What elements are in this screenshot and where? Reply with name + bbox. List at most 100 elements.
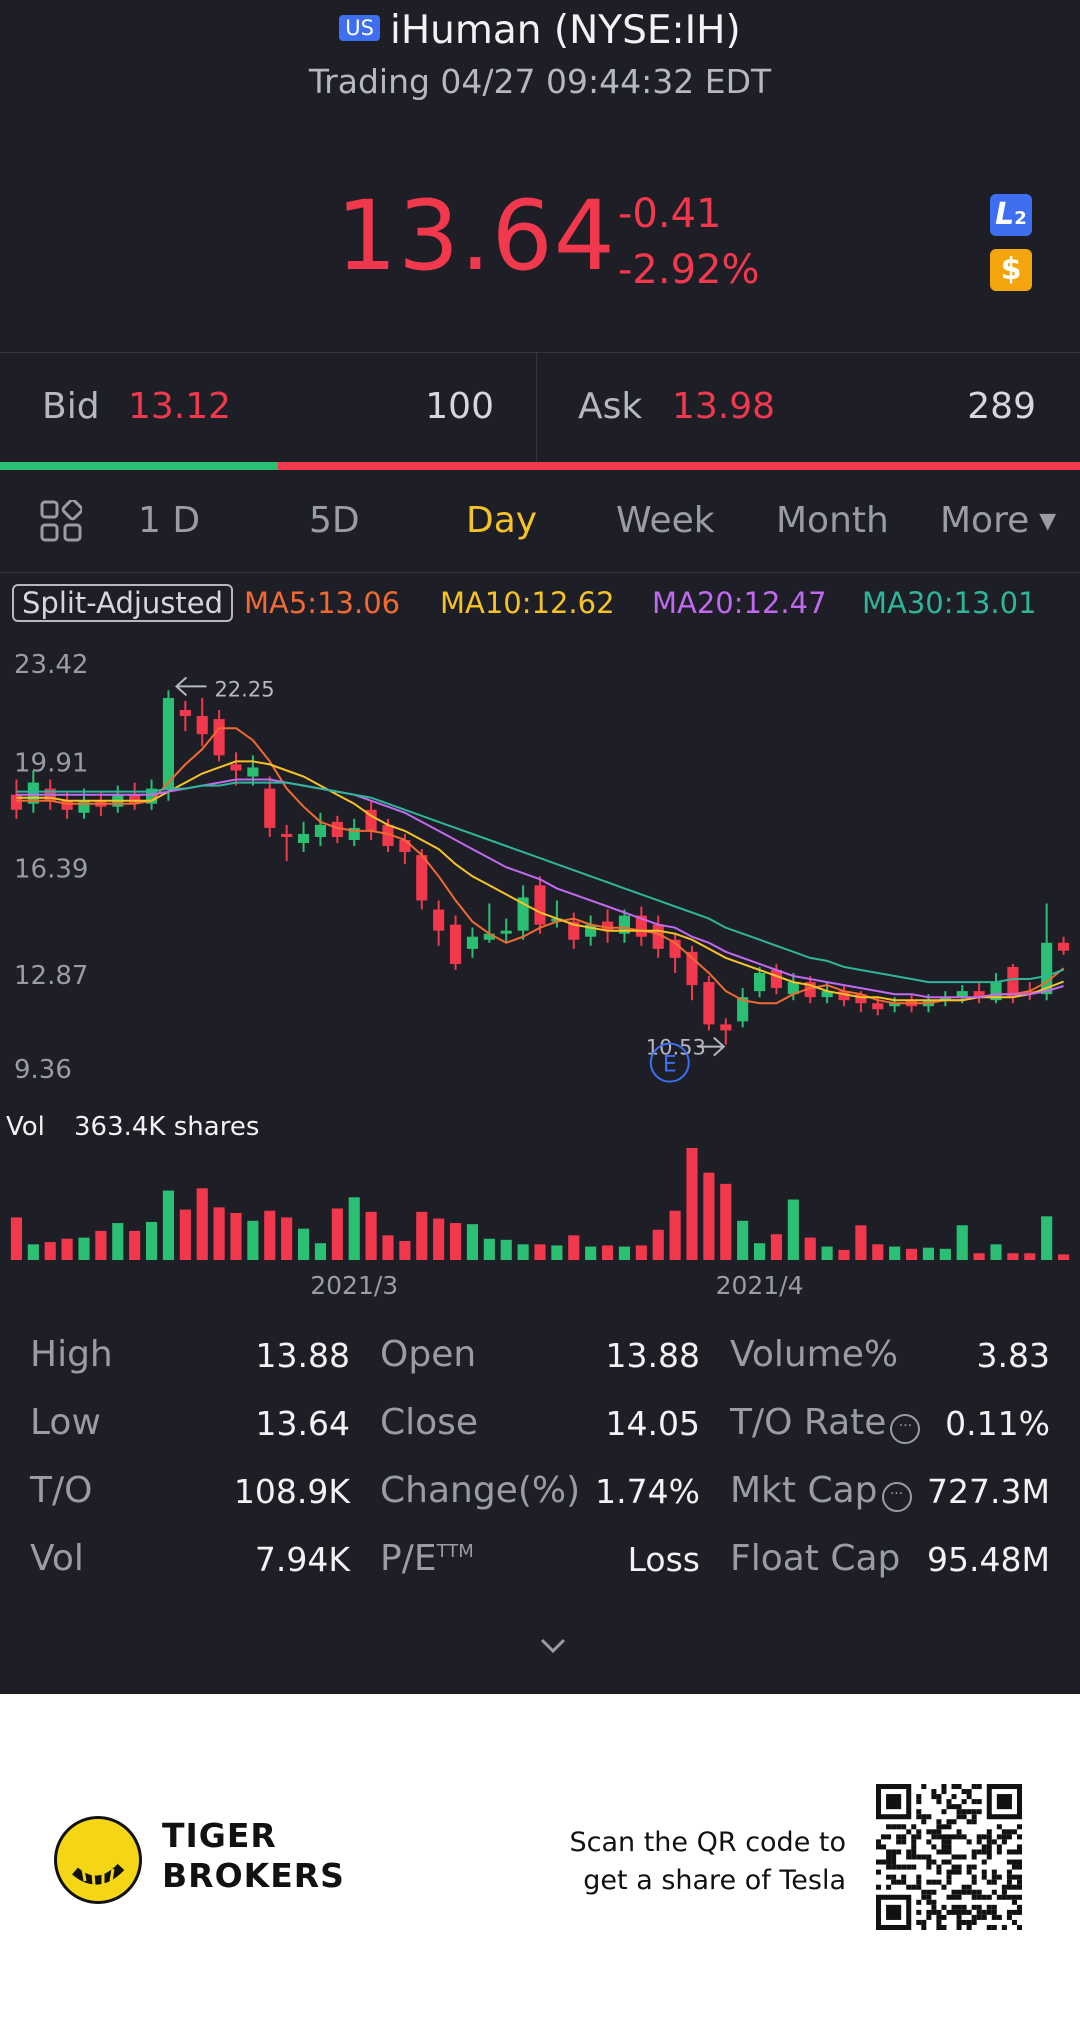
- layout-grid-icon[interactable]: [40, 500, 82, 542]
- tab-month[interactable]: Month: [776, 500, 889, 541]
- candle-body: [601, 921, 614, 931]
- low-marker-label: 10.53: [646, 1036, 706, 1060]
- period-tabs: 1 D 5D Day Week Month More ▼: [0, 470, 1080, 572]
- candle-body: [27, 782, 39, 804]
- candle-body: [652, 924, 664, 949]
- chevron-down-icon[interactable]: [538, 1630, 568, 1660]
- candle-body: [990, 982, 1002, 1001]
- info-icon[interactable]: ···: [881, 1482, 912, 1512]
- volume-bar: [720, 1183, 732, 1260]
- candle-body: [1041, 942, 1053, 995]
- candle-body: [534, 885, 546, 925]
- market-cap-label: Mkt Cap ···: [730, 1470, 912, 1512]
- candlestick-chart[interactable]: 23.42 19.91 16.39 12.87 9.36 22.25 10.53E Vol 36…: [0, 0, 1080, 1310]
- candle-body: [382, 824, 394, 847]
- info-icon[interactable]: ···: [890, 1414, 921, 1444]
- volume-bar: [449, 1223, 462, 1260]
- volume-bar: [78, 1237, 90, 1260]
- volume-bar: [331, 1208, 343, 1260]
- volume-bar: [500, 1239, 512, 1260]
- turnover-rate-value: 0.11%: [945, 1404, 1050, 1443]
- volume-bar: [61, 1238, 73, 1260]
- volume-bar: [95, 1230, 107, 1260]
- volume-bar: [297, 1228, 310, 1260]
- volume-bar: [382, 1235, 394, 1260]
- change-pct-value: 1.74%: [595, 1472, 700, 1511]
- volume-bar: [517, 1244, 529, 1260]
- candle-body: [855, 994, 867, 1004]
- volume-bar: [129, 1230, 141, 1260]
- ma5-value: MA5:13.06: [244, 586, 401, 620]
- tiger-logo-icon: [54, 1816, 142, 1904]
- ask-size: 289: [967, 386, 1036, 427]
- volume-bar: [466, 1224, 479, 1260]
- high-value: 13.88: [255, 1336, 350, 1375]
- candle-body: [618, 915, 631, 934]
- close-label: Close: [380, 1402, 479, 1443]
- candle-body: [449, 924, 462, 964]
- ma30-line: [16, 781, 1064, 984]
- volume-bar: [872, 1244, 884, 1260]
- dollar-icon[interactable]: $: [990, 249, 1032, 291]
- divider: [0, 352, 1080, 353]
- candle-body: [416, 855, 428, 901]
- volume-bar: [568, 1235, 580, 1260]
- x-tick-label: 2021/3: [310, 1271, 398, 1300]
- volume-bar: [281, 1217, 293, 1260]
- volume-bar: [162, 1190, 175, 1260]
- level2-icon[interactable]: L2: [990, 194, 1032, 236]
- earnings-event-label: E: [663, 1053, 677, 1078]
- y-tick-label: 19.91: [14, 748, 88, 778]
- candle-body: [1057, 942, 1070, 951]
- us-market-badge: US: [339, 15, 380, 41]
- trading-status: Trading 04/27 09:44:32 EDT: [308, 62, 772, 101]
- volume-bar: [635, 1245, 647, 1260]
- candle-body: [787, 982, 799, 995]
- tab-1d[interactable]: 1 D: [138, 500, 201, 541]
- volume-bar: [10, 1217, 23, 1260]
- volume-bar: [939, 1248, 951, 1260]
- volume-bar: [652, 1229, 664, 1260]
- candle-body: [686, 951, 698, 986]
- volume-bar: [1024, 1253, 1036, 1260]
- bid-ratio-fill: [0, 462, 278, 470]
- tab-more[interactable]: More ▼: [940, 500, 1057, 541]
- tab-day[interactable]: Day: [466, 500, 538, 541]
- open-value: 13.88: [605, 1336, 700, 1375]
- candle-body: [669, 939, 681, 958]
- candle-body: [399, 839, 411, 853]
- volume-bar: [112, 1223, 124, 1260]
- volume-bar: [686, 1148, 698, 1260]
- pe-value: Loss: [627, 1540, 700, 1579]
- volume-bar: [922, 1247, 935, 1260]
- candle-body: [365, 809, 377, 831]
- candle-body: [1007, 966, 1019, 998]
- volume-bar: [618, 1246, 631, 1260]
- tab-week[interactable]: Week: [616, 500, 715, 541]
- candle-body: [297, 833, 310, 844]
- ask-label: Ask: [578, 386, 643, 427]
- earnings-event-icon: [649, 1042, 690, 1083]
- volume-summary: 363.4K shares: [74, 1112, 259, 1142]
- qr-code[interactable]: [876, 1784, 1022, 1930]
- volume-bar: [534, 1244, 546, 1260]
- candle-body: [635, 915, 647, 937]
- candle-body: [230, 764, 242, 771]
- volume-bar: [179, 1209, 191, 1260]
- tab-5d[interactable]: 5D: [309, 500, 360, 541]
- stats-grid: High 13.88 Low 13.64 T/O 108.9K Vol 7.94…: [0, 1310, 1080, 1610]
- ask-price: 13.98: [672, 386, 776, 427]
- low-marker-arrow: [697, 1036, 726, 1057]
- split-adjusted-button[interactable]: Split-Adjusted: [12, 584, 234, 622]
- candle-body: [466, 936, 479, 949]
- volume-bar: [855, 1225, 867, 1260]
- y-tick-label: 23.42: [14, 650, 88, 680]
- volume-bar: [770, 1234, 783, 1260]
- volume-bar: [703, 1172, 715, 1260]
- low-value: 13.64: [255, 1404, 350, 1443]
- volume-bar: [838, 1249, 850, 1260]
- price-change: -0.41 -2.92%: [618, 186, 760, 298]
- volume-pct-value: 3.83: [976, 1336, 1050, 1375]
- candle-body: [720, 1024, 732, 1031]
- ma10-line: [16, 760, 1064, 1002]
